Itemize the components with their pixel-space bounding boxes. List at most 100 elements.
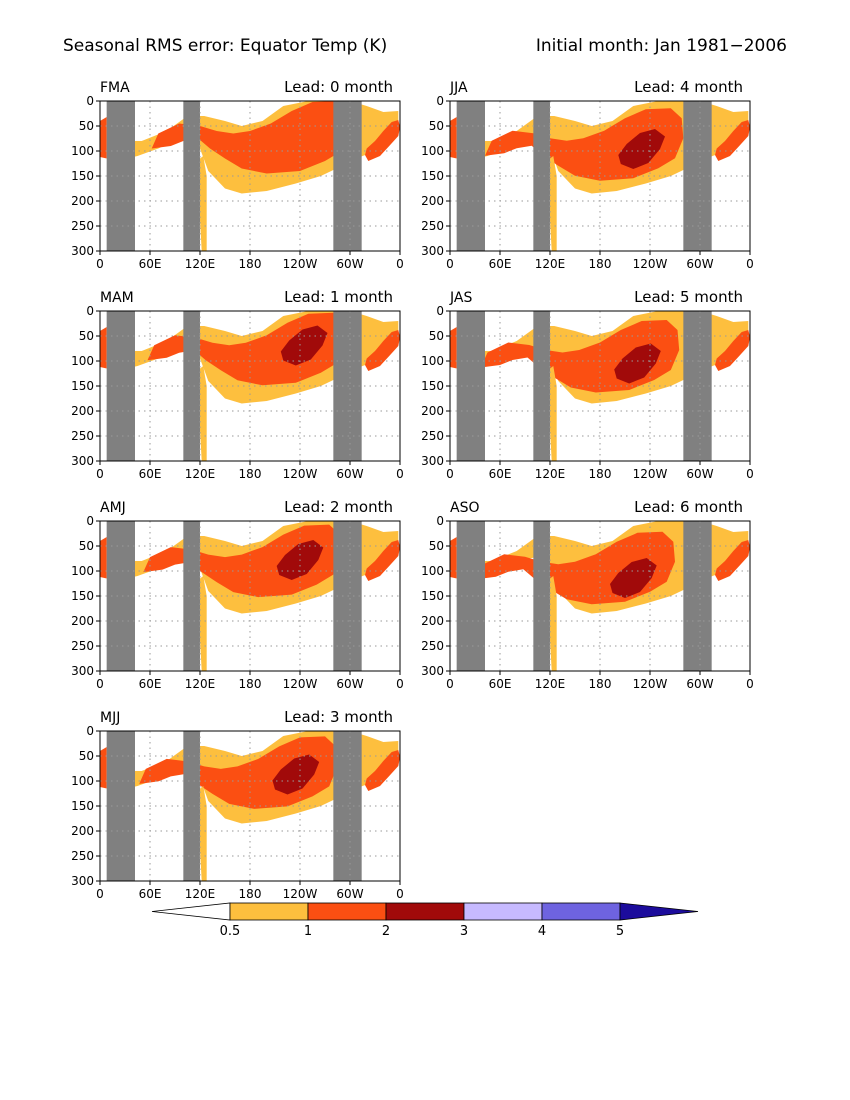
panel-mjj: 0 60E 120E 180 120W 60W 0 0 50 100 150 200 250 300 MJJ… [71, 708, 404, 901]
x-tick-label: 120W [283, 257, 318, 271]
colorbar-bin-2 [385, 902, 465, 921]
y-tick-label: 50 [79, 539, 94, 553]
panel-amj: 0 60E 120E 180 120W 60W 0 0 50 100 150 200 250 300 AMJ… [71, 498, 404, 691]
colorbar-level-label: 5 [616, 924, 624, 939]
x-tick-label: 60W [336, 257, 363, 271]
land-mask-1 [183, 101, 200, 251]
x-tick-label: 120W [283, 467, 318, 481]
y-tick-label: 0 [436, 304, 444, 318]
x-tick-label: 60E [489, 257, 512, 271]
panel-fma: 0 60E 120E 180 120W 60W 0 0 50 100 150 200 250 300 FMA… [71, 78, 404, 271]
contour-east-shallow [365, 540, 400, 581]
contour-west-shallow [450, 537, 457, 579]
panel-lead-label: Lead: 6 month [634, 498, 743, 516]
x-tick-label: 60E [489, 467, 512, 481]
y-tick-label: 150 [421, 589, 444, 603]
y-tick-label: 250 [71, 429, 94, 443]
panel-aso: 0 60E 120E 180 120W 60W 0 0 50 100 150 200 250 300 ASO… [421, 498, 754, 691]
y-tick-label: 0 [86, 724, 94, 738]
contour-band-2 [618, 129, 665, 169]
y-tick-label: 0 [436, 94, 444, 108]
x-tick-label: 0 [446, 467, 454, 481]
x-tick-label: 0 [746, 467, 754, 481]
y-tick-label: 0 [436, 514, 444, 528]
panel-lead-label: Lead: 1 month [284, 288, 393, 306]
panel-plot-area [100, 521, 400, 671]
y-tick-label: 100 [71, 774, 94, 788]
x-tick-label: 60W [686, 257, 713, 271]
colorbar: 0.5 1 2 3 4 5 [151, 902, 699, 939]
x-tick-label: 180 [589, 467, 612, 481]
x-tick-label: 0 [746, 677, 754, 691]
x-tick-label: 120W [633, 677, 668, 691]
contour-west-shallow [450, 117, 457, 159]
panel-season-label: ASO [450, 500, 479, 516]
land-mask-0 [106, 731, 135, 881]
x-tick-label: 0 [396, 467, 404, 481]
y-tick-label: 200 [421, 404, 444, 418]
land-mask-0 [106, 521, 135, 671]
y-tick-label: 200 [421, 194, 444, 208]
land-mask-1 [533, 311, 550, 461]
x-tick-label: 0 [446, 677, 454, 691]
y-tick-label: 200 [71, 824, 94, 838]
y-tick-label: 100 [421, 144, 444, 158]
y-tick-label: 250 [421, 639, 444, 653]
y-tick-label: 250 [421, 219, 444, 233]
panel-mam: 0 60E 120E 180 120W 60W 0 0 50 100 150 200 250 300 MAM… [71, 288, 404, 481]
colorbar-bin-0 [229, 902, 309, 921]
contour-west-shallow [100, 327, 107, 369]
colorbar-level-label: 2 [382, 924, 390, 939]
y-tick-label: 100 [71, 144, 94, 158]
y-tick-label: 100 [71, 564, 94, 578]
y-tick-label: 300 [71, 454, 94, 468]
contour-band-2 [272, 754, 320, 795]
panel-jja: 0 60E 120E 180 120W 60W 0 0 50 100 150 200 250 300 JJA… [421, 78, 754, 271]
x-tick-label: 60W [686, 467, 713, 481]
panel-season-label: JAS [449, 290, 472, 306]
x-tick-label: 0 [96, 257, 104, 271]
land-mask-0 [106, 101, 135, 251]
land-mask-1 [183, 521, 200, 671]
contour-east-shallow [715, 540, 750, 581]
panel-season-label: AMJ [100, 500, 126, 516]
y-tick-label: 100 [421, 564, 444, 578]
x-tick-label: 120W [633, 467, 668, 481]
x-tick-label: 60E [489, 677, 512, 691]
x-tick-label: 180 [589, 677, 612, 691]
panel-lead-label: Lead: 3 month [284, 708, 393, 726]
x-tick-label: 60E [139, 257, 162, 271]
y-tick-label: 100 [421, 354, 444, 368]
x-tick-label: 120E [185, 467, 216, 481]
y-tick-label: 250 [71, 639, 94, 653]
y-tick-label: 250 [71, 219, 94, 233]
y-tick-label: 0 [86, 304, 94, 318]
land-mask-1 [183, 311, 200, 461]
y-tick-label: 150 [71, 379, 94, 393]
y-tick-label: 50 [429, 329, 444, 343]
colorbar-level-label: 0.5 [220, 924, 241, 939]
panel-plot-area [100, 731, 400, 881]
contour-east-shallow [365, 120, 400, 161]
panel-season-label: MAM [100, 290, 134, 306]
x-tick-label: 0 [96, 467, 104, 481]
contour-west-shallow [100, 537, 107, 579]
panel-plot-area [100, 311, 400, 461]
land-mask-1 [533, 101, 550, 251]
panel-season-label: JJA [449, 80, 468, 96]
y-tick-label: 300 [421, 664, 444, 678]
contour-east-shallow [715, 330, 750, 371]
y-tick-label: 100 [71, 354, 94, 368]
panel-lead-label: Lead: 4 month [634, 78, 743, 96]
initial-month-label: Initial month: Jan 1981−2006 [536, 36, 787, 56]
panel-plot-area [450, 101, 750, 251]
y-tick-label: 200 [421, 614, 444, 628]
x-tick-label: 0 [396, 887, 404, 901]
x-tick-label: 0 [96, 677, 104, 691]
x-tick-label: 120E [185, 257, 216, 271]
x-tick-label: 180 [239, 887, 262, 901]
y-tick-label: 200 [71, 614, 94, 628]
colorbar-level-label: 3 [460, 924, 468, 939]
x-tick-label: 60E [139, 467, 162, 481]
figure-title: Seasonal RMS error: Equator Temp (K) [63, 36, 387, 56]
